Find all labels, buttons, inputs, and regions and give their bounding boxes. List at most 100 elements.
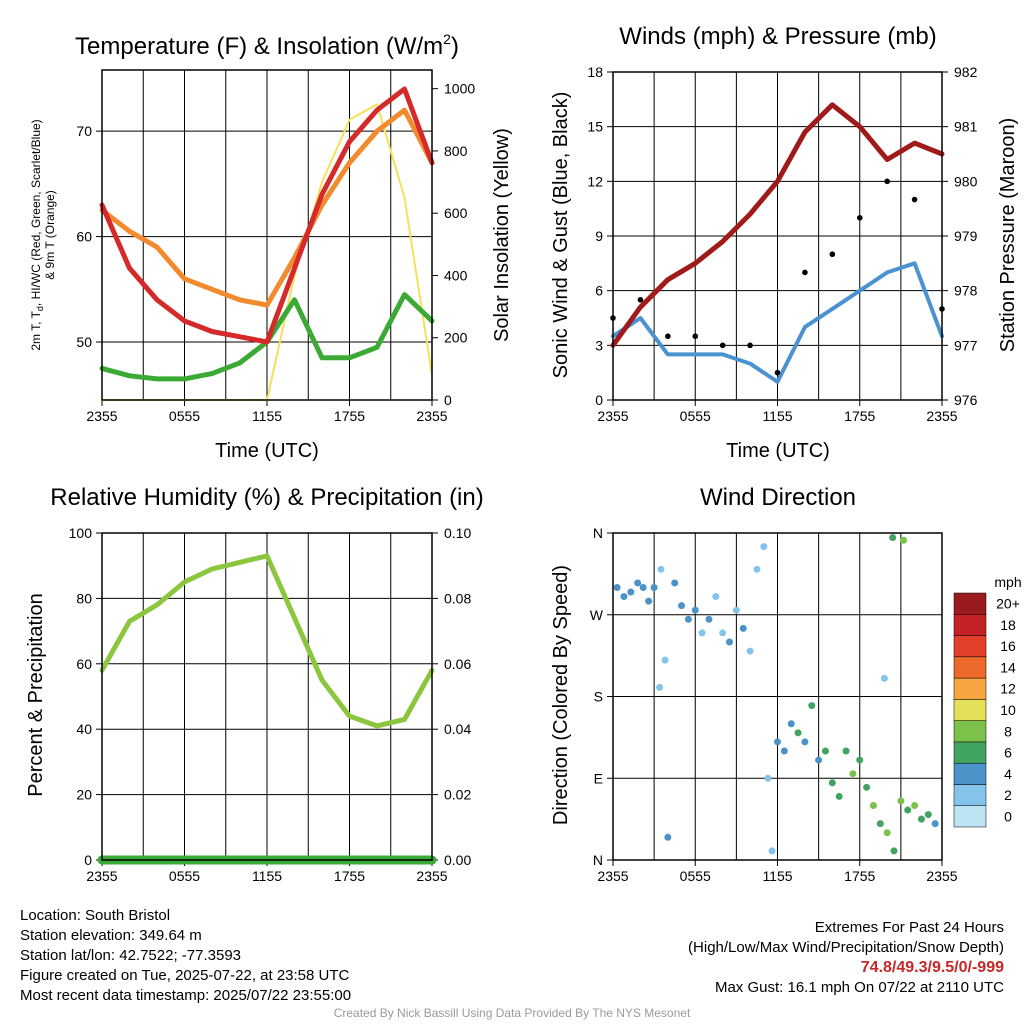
rh-xtick-label: 0555 [169, 868, 200, 884]
dir-point [904, 806, 912, 814]
dir-point [627, 588, 635, 596]
temp-y2tick-label: 0 [444, 392, 452, 408]
legend-swatch [953, 699, 987, 721]
rh-xtick-label: 1155 [252, 868, 282, 884]
wind-xtick-label: 2355 [597, 408, 628, 424]
figure-created: Figure created on Tue, 2025-07-22, at 23… [20, 967, 350, 984]
wind-xtick-label: 2355 [926, 408, 957, 424]
legend-label: 6 [1004, 745, 1012, 761]
dir-point [768, 847, 776, 855]
dir-point [890, 847, 898, 855]
dir-point [828, 779, 836, 787]
dir-point [774, 738, 781, 746]
station-latlon: Station lat/lon: 42.7522; -77.3593 [20, 947, 242, 964]
dir-point [634, 579, 642, 587]
wind-y2label: Station Pressure (Maroon) [997, 118, 1019, 353]
dir-xtick-label: 2355 [597, 868, 628, 884]
dir-point [661, 656, 669, 664]
wind-ytick-label: 3 [595, 337, 603, 353]
dir-point [924, 811, 932, 819]
wind-gust-point [911, 196, 918, 203]
wind-panel: 2355 0555 1155 1755 235503691215189769779789… [587, 64, 977, 424]
dir-point [764, 774, 772, 782]
extremes-info: Extremes For Past 24 Hours (High/Low/Max… [688, 918, 1004, 998]
rh-ytick-label: 40 [76, 721, 92, 737]
dir-point [639, 584, 647, 591]
wind-xtick-label: 1155 [762, 408, 792, 424]
dir-point [900, 536, 908, 544]
dir-point [880, 674, 888, 682]
dir-ylabel: Direction (Colored By Speed) [550, 565, 572, 825]
rh-border [101, 532, 433, 861]
dir-ytick-label: S [594, 689, 603, 705]
dir-xtick-label: 0555 [680, 868, 711, 884]
dir-point [815, 756, 823, 764]
rh-panel: 2355 0555 1155 1755 23550204060801000.000.02… [69, 525, 472, 884]
legend-swatch [953, 677, 987, 700]
dir-border [612, 532, 943, 861]
dir-ytick-label: N [593, 525, 603, 541]
wind-panel-title: Winds (mph) & Pressure (mb) [619, 23, 936, 50]
dir-xtick-label: 2355 [926, 868, 957, 884]
extremes-keys: (High/Low/Max Wind/Precipitation/Snow De… [688, 939, 1004, 956]
dir-point [889, 534, 897, 542]
dir-point [801, 738, 809, 746]
wind-gust-point [802, 269, 808, 276]
rh-y2tick-label: 0.00 [444, 852, 471, 868]
dir-point [760, 543, 768, 551]
temp-xtick-label: 1755 [334, 408, 365, 424]
legend-swatch [953, 784, 987, 806]
wind-y2tick-label: 980 [954, 173, 978, 189]
wind-gust-point [774, 369, 781, 376]
dir-point [808, 702, 816, 710]
dir-point [684, 615, 692, 623]
rh-y2tick-label: 0.04 [444, 721, 471, 737]
temp-xtick-label: 2355 [416, 408, 447, 424]
dir-point [712, 593, 720, 601]
dir-point [678, 602, 686, 610]
wind-xtick-label: 0555 [680, 408, 711, 424]
recent-timestamp: Most recent data timestamp: 2025/07/22 2… [20, 987, 352, 1004]
rh-ytick-label: 60 [76, 656, 92, 672]
wind-y2tick-label: 977 [954, 337, 978, 353]
legend-swatch [953, 805, 987, 828]
legend-swatch [953, 635, 987, 658]
wind-y2tick-label: 982 [954, 64, 978, 80]
temp-y2tick-label: 200 [444, 330, 468, 346]
legend-label: 10 [1000, 702, 1016, 718]
wind-gust-point [856, 214, 863, 221]
wind-ytick-label: 18 [587, 64, 603, 80]
rh-panel-title: Relative Humidity (%) & Precipitation (i… [50, 484, 483, 511]
temp-ytick-label: 60 [76, 229, 92, 245]
rh-ytick-label: 0 [84, 852, 92, 868]
dir-point [656, 683, 664, 691]
dir-ytick-label: E [594, 770, 603, 786]
rh-y2tick-label: 0.06 [444, 656, 471, 672]
wind-gust-point [884, 178, 890, 185]
temp-series-2m-t [99, 86, 435, 345]
wind-ytick-label: 0 [595, 392, 603, 408]
wind-ytick-label: 12 [587, 173, 603, 189]
temp-ytick-label: 70 [76, 123, 92, 139]
temp-panel: 2355 0555 1155 1755 2355 50 60 70 0 200 400 600 800 1… [76, 69, 475, 424]
wind-gust-point [665, 333, 671, 340]
legend-label: 2 [1004, 787, 1012, 803]
temp-xlabel: Time (UTC) [215, 440, 319, 462]
rh-ytick-label: 100 [69, 525, 93, 541]
dir-point [664, 833, 672, 841]
dir-point [705, 615, 713, 623]
dir-point [753, 565, 761, 573]
wind-border [612, 71, 943, 401]
dir-point [739, 624, 747, 632]
dir-point [842, 747, 850, 755]
temp-panel-title: Temperature (F) & Insolation (W/m2) [75, 31, 459, 60]
speed-legend: mph 0 2 4 6 8 10 12 14 16 18 20+ [953, 574, 1022, 828]
rh-xtick-label: 2355 [86, 868, 117, 884]
legend-swatch [953, 592, 987, 615]
rh-ytick-label: 80 [76, 590, 92, 606]
extremes-title: Extremes For Past 24 Hours [814, 919, 1004, 936]
temp-xtick-label: 2355 [86, 408, 117, 424]
rh-ytick-label: 20 [76, 787, 92, 803]
extremes-values: 74.8/49.3/9.5/0/-999 [860, 959, 1004, 976]
temp-series-9m-t [99, 107, 435, 308]
